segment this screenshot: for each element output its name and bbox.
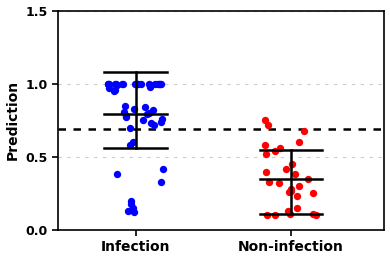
Point [106, 82, 113, 86]
Point [106, 86, 112, 90]
Point [131, 82, 138, 86]
Point [105, 82, 112, 86]
Point [123, 115, 129, 119]
Point [131, 210, 137, 214]
Point [266, 180, 273, 184]
Point [158, 120, 164, 124]
Point [151, 123, 157, 127]
Point [135, 82, 142, 86]
Point [112, 87, 118, 92]
Point [277, 146, 283, 150]
Point [158, 180, 165, 184]
Point [138, 82, 145, 86]
Point [159, 117, 165, 121]
Point [119, 82, 126, 86]
Point [262, 118, 268, 122]
Point [289, 162, 296, 166]
Point [275, 181, 282, 185]
Point [294, 194, 300, 198]
Point [310, 212, 316, 216]
Point [287, 212, 293, 216]
Point [130, 140, 136, 144]
Point [157, 82, 163, 86]
Point [294, 206, 300, 210]
Point [296, 140, 302, 144]
Point [127, 126, 133, 130]
Point [113, 82, 119, 86]
Point [127, 143, 133, 147]
Point [160, 166, 167, 171]
Point [125, 209, 131, 213]
Point [121, 82, 127, 86]
Point [131, 107, 137, 111]
Point [134, 82, 140, 86]
Point [114, 172, 121, 177]
Point [142, 105, 148, 109]
Point [147, 83, 154, 87]
Point [144, 112, 150, 116]
Point [112, 82, 118, 86]
Point [150, 108, 156, 112]
Point [139, 118, 145, 122]
Point [128, 199, 134, 203]
Point [296, 184, 302, 188]
Point [283, 166, 289, 171]
Point [121, 109, 127, 114]
Point [158, 82, 164, 86]
Point [105, 82, 111, 86]
Point [262, 143, 268, 147]
Point [147, 121, 154, 125]
Point [111, 89, 117, 93]
Point [134, 82, 140, 86]
Y-axis label: Prediction: Prediction [5, 80, 20, 160]
Point [155, 82, 161, 86]
Point [263, 152, 269, 156]
Point [286, 190, 292, 194]
Point [313, 213, 319, 217]
Point [128, 202, 135, 206]
Point [152, 82, 158, 86]
Point [287, 187, 294, 191]
Point [310, 191, 316, 196]
Point [285, 209, 291, 213]
Point [263, 170, 269, 174]
Point [156, 82, 162, 86]
Point [147, 84, 154, 89]
Point [145, 111, 152, 115]
Point [305, 177, 311, 181]
Point [292, 172, 298, 177]
Point [265, 123, 271, 127]
Point [272, 213, 278, 217]
Point [130, 206, 136, 210]
Point [123, 114, 129, 118]
Point [146, 82, 152, 86]
Point [264, 213, 270, 217]
Point [272, 149, 278, 153]
Point [301, 128, 307, 133]
Point [122, 103, 128, 108]
Point [288, 188, 294, 193]
Point [113, 83, 120, 87]
